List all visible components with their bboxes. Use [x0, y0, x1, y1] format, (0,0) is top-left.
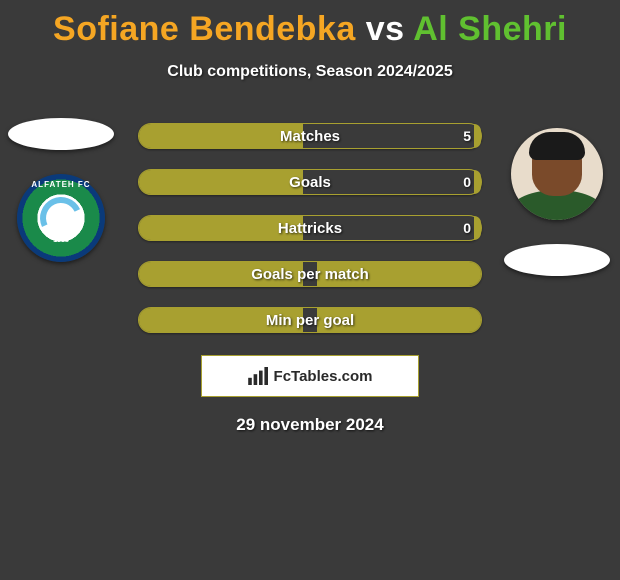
badge-year: 1958	[17, 237, 105, 244]
stat-label: Min per goal	[139, 308, 481, 332]
subtitle: Club competitions, Season 2024/2025	[0, 63, 620, 81]
stat-value-right: 0	[453, 216, 481, 240]
stat-row: Min per goal	[138, 307, 482, 333]
right-player-column	[504, 128, 610, 276]
player2-avatar	[511, 128, 603, 220]
bar-chart-icon	[248, 367, 270, 385]
avatar-hair	[529, 132, 585, 160]
stat-row: Goals0	[138, 169, 482, 195]
vs-text: vs	[366, 10, 405, 48]
stat-value-right: 0	[453, 170, 481, 194]
stat-row: Goals per match	[138, 261, 482, 287]
stat-label: Hattricks	[139, 216, 481, 240]
comparison-title: Sofiane Bendebka vs Al Shehri	[0, 0, 620, 49]
brand-footer: FcTables.com	[201, 355, 419, 397]
left-player-column: ALFATEH FC 1958	[8, 118, 114, 262]
player1-avatar-placeholder	[8, 118, 114, 150]
stat-label: Goals per match	[139, 262, 481, 286]
stat-value-right: 5	[453, 124, 481, 148]
brand-text: FcTables.com	[274, 368, 373, 385]
stats-container: Matches5Goals0Hattricks0Goals per matchM…	[138, 123, 482, 333]
stat-row: Hattricks0	[138, 215, 482, 241]
player1-name: Sofiane Bendebka	[53, 10, 356, 48]
stat-row: Matches5	[138, 123, 482, 149]
stat-label: Matches	[139, 124, 481, 148]
comparison-date: 29 november 2024	[0, 415, 620, 435]
badge-text-top: ALFATEH FC	[17, 180, 105, 189]
player1-club-badge: ALFATEH FC 1958	[17, 174, 105, 262]
player2-club-placeholder	[504, 244, 610, 276]
stat-label: Goals	[139, 170, 481, 194]
badge-inner	[40, 197, 82, 239]
player2-name: Al Shehri	[413, 10, 567, 48]
